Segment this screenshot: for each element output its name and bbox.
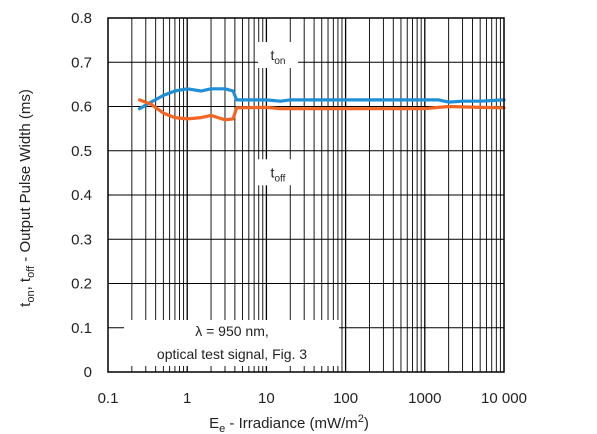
label-boxes: [124, 42, 339, 366]
y-axis-label-t1: t: [17, 302, 34, 307]
grid: [108, 18, 504, 372]
x-tick-labels: 0.1 1 10 100 1000 10 000: [98, 390, 527, 407]
x-tick-label: 1000: [408, 390, 441, 407]
plot-frame: [107, 17, 505, 373]
y-axis-label-t2: , t: [17, 277, 34, 290]
series-line-toff: [137, 98, 506, 122]
series-line-ton: [137, 87, 506, 111]
x-tick-label: 10 000: [481, 390, 527, 407]
x-tick-label: 100: [333, 390, 358, 407]
y-axis-label: ton, toff - Output Pulse Width (ms): [17, 89, 37, 307]
toff-label-sub: off: [274, 173, 285, 184]
x-axis-label-sup: 2: [358, 413, 364, 425]
y-axis-label-s2: off: [25, 265, 37, 278]
y-tick-label: 0: [84, 364, 92, 381]
toff-label-box: [257, 159, 298, 186]
y-tick-label: 0.1: [71, 320, 92, 337]
y-tick-labels: 0 0.1 0.2 0.3 0.4 0.5 0.6 0.7 0.8: [71, 10, 92, 381]
y-tick-label: 0.2: [71, 276, 92, 293]
x-axis-label-sub: e: [219, 423, 225, 434]
x-tick-label: 1: [183, 390, 191, 407]
x-axis-label-end: ): [364, 415, 369, 432]
series-layer: [137, 87, 506, 122]
y-tick-label: 0.4: [71, 187, 92, 204]
x-tick-label: 10: [258, 390, 275, 407]
toff-label-base: t: [271, 164, 275, 180]
ton-label: ton: [270, 47, 285, 67]
y-tick-label: 0.8: [71, 10, 92, 27]
y-tick-label: 0.6: [71, 99, 92, 116]
x-axis-label-rest: - Irradiance (mW/m: [225, 415, 358, 432]
note-line-2: optical test signal, Fig. 3: [157, 346, 307, 362]
x-axis-label-main: E: [209, 415, 219, 432]
y-tick-label: 0.7: [71, 54, 92, 71]
x-tick-label: 0.1: [98, 390, 119, 407]
note-line-1: λ = 950 nm,: [195, 323, 269, 339]
y-axis-label-s1: on: [25, 290, 37, 302]
ton-label-box: [257, 42, 298, 69]
y-tick-label: 0.5: [71, 143, 92, 160]
ton-label-base: t: [270, 47, 274, 63]
note-box: [124, 320, 339, 366]
y-tick-label: 0.3: [71, 231, 92, 248]
y-axis-label-t3: - Output Pulse Width (ms): [17, 89, 34, 266]
ton-label-sub: on: [274, 56, 285, 67]
toff-label: toff: [271, 164, 286, 184]
x-axis-label: Ee - Irradiance (mW/m2): [209, 413, 369, 434]
